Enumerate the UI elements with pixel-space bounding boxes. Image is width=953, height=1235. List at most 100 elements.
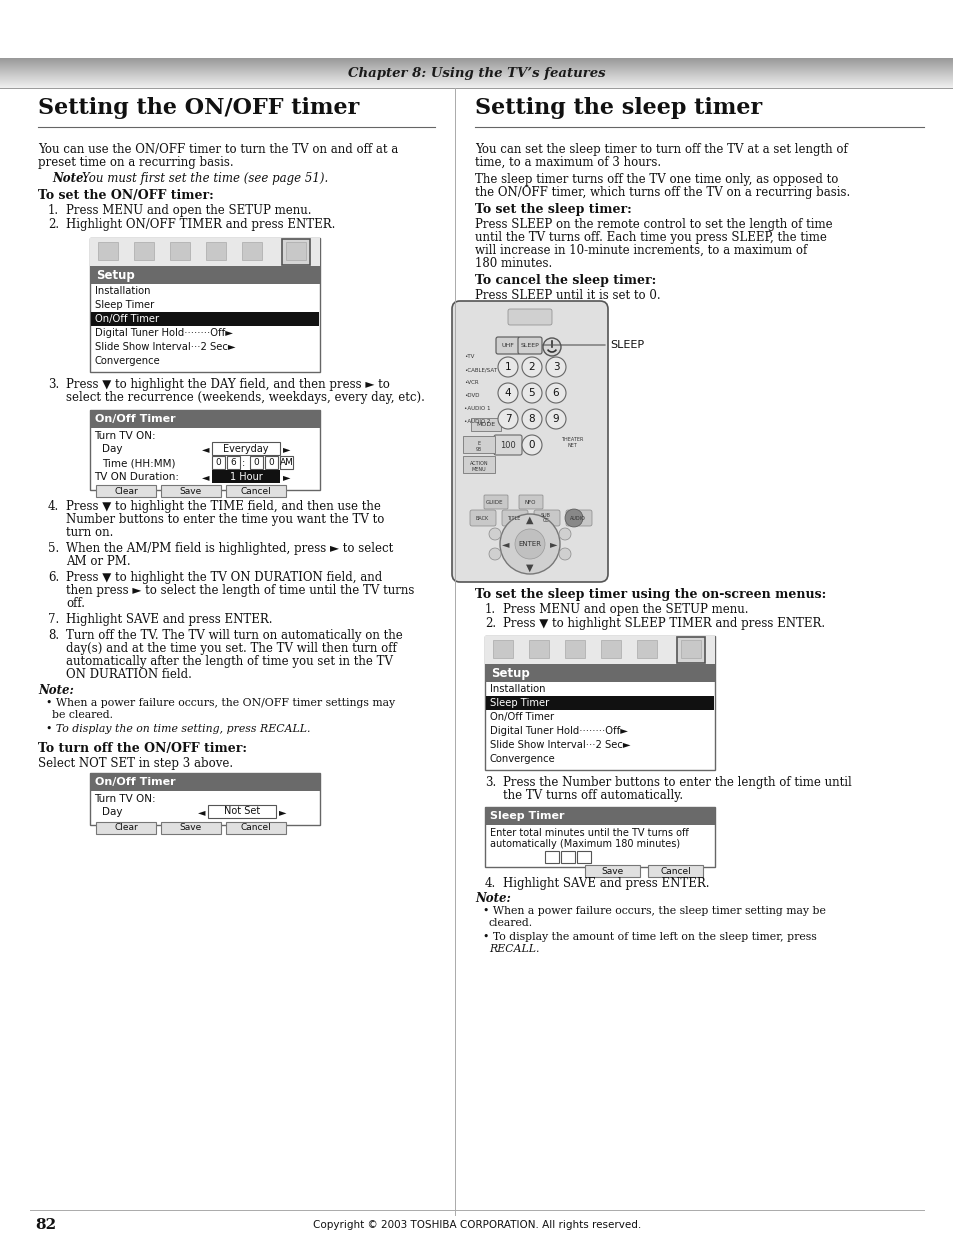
Text: 1 Hour: 1 Hour: [230, 472, 262, 482]
Text: NFO: NFO: [524, 499, 536, 505]
Text: •TV: •TV: [463, 354, 474, 359]
FancyBboxPatch shape: [496, 337, 519, 354]
Text: 6: 6: [231, 458, 236, 467]
Bar: [544, 851, 558, 863]
Text: Turn TV ON:: Turn TV ON:: [94, 794, 155, 804]
Bar: [206, 242, 226, 261]
Text: Note:: Note:: [38, 684, 73, 697]
Bar: [90, 773, 319, 790]
Text: ◄: ◄: [501, 538, 509, 550]
Text: ►: ►: [550, 538, 558, 550]
Bar: [90, 238, 319, 372]
Bar: [227, 456, 240, 469]
Text: Press MENU and open the SETUP menu.: Press MENU and open the SETUP menu.: [66, 204, 312, 217]
Bar: [584, 864, 639, 877]
Text: Setting the sleep timer: Setting the sleep timer: [475, 98, 761, 119]
Text: Highlight SAVE and press ENTER.: Highlight SAVE and press ENTER.: [502, 877, 709, 890]
Bar: [484, 806, 714, 867]
Text: Select NOT SET in step 3 above.: Select NOT SET in step 3 above.: [38, 757, 233, 769]
Bar: [600, 640, 620, 658]
Text: SLEEP: SLEEP: [609, 340, 643, 350]
Text: To cancel the sleep timer:: To cancel the sleep timer:: [475, 274, 656, 287]
Text: Time (HH:MM): Time (HH:MM): [102, 458, 175, 468]
Bar: [90, 773, 319, 825]
Bar: [212, 471, 280, 483]
Bar: [577, 851, 590, 863]
Circle shape: [497, 357, 517, 377]
Text: On/Off Timer: On/Off Timer: [95, 314, 159, 324]
Text: Installation: Installation: [95, 287, 151, 296]
Bar: [96, 823, 156, 834]
Bar: [250, 456, 263, 469]
Text: • To display the on time setting, press RECALL.: • To display the on time setting, press …: [46, 724, 310, 734]
Text: automatically (Maximum 180 minutes): automatically (Maximum 180 minutes): [490, 839, 679, 848]
FancyBboxPatch shape: [462, 456, 495, 473]
Bar: [170, 242, 190, 261]
Text: Setting the ON/OFF timer: Setting the ON/OFF timer: [38, 98, 359, 119]
Text: 180 minutes.: 180 minutes.: [475, 257, 552, 270]
FancyBboxPatch shape: [483, 495, 507, 509]
Bar: [560, 851, 575, 863]
Circle shape: [558, 529, 571, 540]
Text: 7.: 7.: [48, 613, 59, 626]
Bar: [226, 823, 286, 834]
FancyBboxPatch shape: [518, 495, 542, 509]
Circle shape: [564, 509, 582, 527]
Text: On/Off Timer: On/Off Timer: [95, 414, 175, 424]
Text: 1.: 1.: [484, 603, 496, 616]
Text: AUDIO: AUDIO: [570, 515, 585, 520]
Text: 5.: 5.: [48, 542, 59, 555]
Text: Not Set: Not Set: [224, 806, 260, 816]
Text: The sleep timer turns off the TV one time only, as opposed to: The sleep timer turns off the TV one tim…: [475, 173, 838, 186]
Bar: [280, 456, 293, 469]
Bar: [161, 485, 221, 496]
Text: Enter total minutes until the TV turns off: Enter total minutes until the TV turns o…: [490, 827, 688, 839]
Text: the TV turns off automatically.: the TV turns off automatically.: [502, 789, 682, 802]
Bar: [242, 242, 262, 261]
Text: 1.: 1.: [48, 204, 59, 217]
Text: 0: 0: [215, 458, 221, 467]
Circle shape: [515, 529, 544, 559]
Bar: [647, 864, 702, 877]
Text: •CABLE/SAT: •CABLE/SAT: [463, 367, 497, 372]
Text: Slide Show Interval···2 Sec►: Slide Show Interval···2 Sec►: [95, 342, 235, 352]
Circle shape: [521, 409, 541, 429]
Circle shape: [489, 529, 500, 540]
Text: off.: off.: [66, 597, 85, 610]
Bar: [564, 640, 584, 658]
Text: • To display the amount of time left on the sleep timer, press: • To display the amount of time left on …: [482, 932, 816, 942]
Text: Cancel: Cancel: [659, 867, 690, 876]
Bar: [96, 485, 156, 496]
FancyBboxPatch shape: [507, 309, 552, 325]
Bar: [637, 640, 657, 658]
Bar: [286, 242, 306, 261]
Text: • When a power failure occurs, the ON/OFF timer settings may: • When a power failure occurs, the ON/OF…: [46, 698, 395, 708]
Bar: [265, 456, 277, 469]
Text: Everyday: Everyday: [223, 443, 269, 453]
Text: TV ON Duration:: TV ON Duration:: [94, 472, 179, 482]
Text: 2.: 2.: [484, 618, 496, 630]
Text: 6.: 6.: [48, 571, 59, 584]
FancyBboxPatch shape: [462, 436, 495, 453]
Bar: [680, 640, 700, 658]
Text: 2.: 2.: [48, 219, 59, 231]
Text: preset time on a recurring basis.: preset time on a recurring basis.: [38, 156, 233, 169]
Text: ►: ►: [283, 445, 291, 454]
Text: To set the ON/OFF timer:: To set the ON/OFF timer:: [38, 189, 213, 203]
Text: Cancel: Cancel: [240, 824, 271, 832]
Text: On/Off Timer: On/Off Timer: [95, 777, 175, 787]
FancyBboxPatch shape: [452, 301, 607, 582]
FancyBboxPatch shape: [517, 337, 541, 354]
Bar: [161, 823, 221, 834]
Text: AM: AM: [279, 458, 294, 467]
Text: 0: 0: [253, 458, 259, 467]
Text: 4: 4: [504, 388, 511, 398]
Text: Press ▼ to highlight the TV ON DURATION field, and: Press ▼ to highlight the TV ON DURATION …: [66, 571, 382, 584]
Text: Turn TV ON:: Turn TV ON:: [94, 431, 155, 441]
Text: ►: ►: [278, 806, 286, 818]
Bar: [529, 640, 548, 658]
Text: 3: 3: [552, 362, 558, 372]
Bar: [91, 312, 318, 326]
Bar: [212, 456, 225, 469]
Bar: [90, 266, 319, 284]
